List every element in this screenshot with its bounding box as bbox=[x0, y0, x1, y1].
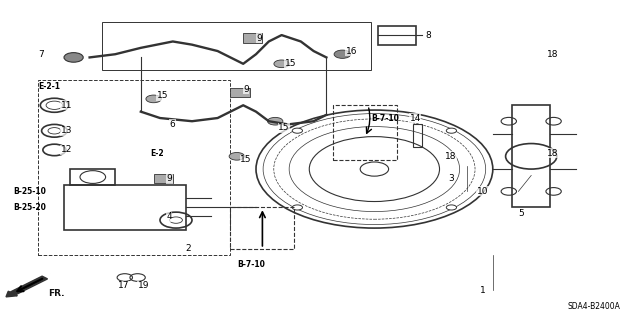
Circle shape bbox=[292, 205, 303, 210]
Text: E-2-1: E-2-1 bbox=[38, 82, 60, 91]
Bar bbox=[378, 26, 416, 45]
Text: B-25-10: B-25-10 bbox=[13, 187, 45, 196]
Text: 13: 13 bbox=[61, 126, 72, 135]
Text: 11: 11 bbox=[61, 101, 72, 110]
Text: 15: 15 bbox=[278, 123, 290, 132]
Text: 18: 18 bbox=[547, 149, 559, 158]
Bar bbox=[38, 80, 230, 255]
Text: 9: 9 bbox=[166, 174, 172, 183]
Text: 6: 6 bbox=[170, 120, 175, 129]
Text: 16: 16 bbox=[346, 47, 357, 56]
FancyArrow shape bbox=[6, 276, 47, 297]
Text: 9: 9 bbox=[256, 34, 262, 43]
Text: 1: 1 bbox=[480, 286, 486, 295]
Circle shape bbox=[334, 50, 351, 58]
Text: 3: 3 bbox=[448, 174, 454, 183]
Circle shape bbox=[292, 128, 303, 133]
Circle shape bbox=[274, 60, 289, 68]
Circle shape bbox=[446, 205, 456, 210]
Text: 15: 15 bbox=[240, 155, 252, 164]
Text: 17: 17 bbox=[118, 281, 130, 290]
Bar bbox=[102, 22, 371, 70]
Circle shape bbox=[446, 128, 456, 133]
Text: B-25-20: B-25-20 bbox=[13, 203, 45, 212]
Bar bbox=[243, 33, 262, 43]
Text: 2: 2 bbox=[186, 244, 191, 253]
Text: 15: 15 bbox=[285, 59, 296, 68]
Bar bbox=[230, 207, 294, 249]
Bar bbox=[70, 169, 115, 185]
Text: E-2: E-2 bbox=[150, 149, 164, 158]
Text: 8: 8 bbox=[426, 31, 431, 40]
Bar bbox=[333, 105, 397, 160]
Text: 18: 18 bbox=[547, 50, 559, 59]
Circle shape bbox=[229, 152, 244, 160]
Text: 15: 15 bbox=[157, 91, 168, 100]
Text: 9: 9 bbox=[243, 85, 249, 94]
Bar bbox=[413, 124, 422, 147]
Text: SDA4-B2400A: SDA4-B2400A bbox=[568, 302, 621, 311]
Text: 10: 10 bbox=[477, 187, 488, 196]
Text: B-7-10: B-7-10 bbox=[371, 114, 399, 122]
Text: 12: 12 bbox=[61, 145, 72, 154]
Text: 19: 19 bbox=[138, 281, 149, 290]
Text: 5: 5 bbox=[518, 209, 524, 218]
Circle shape bbox=[64, 53, 83, 62]
Bar bbox=[512, 105, 550, 207]
Text: 14: 14 bbox=[410, 114, 421, 122]
Circle shape bbox=[146, 95, 161, 103]
Bar bbox=[230, 88, 250, 97]
Text: FR.: FR. bbox=[48, 289, 65, 298]
Bar bbox=[64, 185, 186, 230]
Text: 7: 7 bbox=[38, 50, 44, 59]
Text: 4: 4 bbox=[166, 212, 172, 221]
Text: B-7-10: B-7-10 bbox=[237, 260, 265, 269]
Bar bbox=[154, 174, 173, 183]
Text: 18: 18 bbox=[445, 152, 456, 161]
Circle shape bbox=[268, 117, 283, 125]
